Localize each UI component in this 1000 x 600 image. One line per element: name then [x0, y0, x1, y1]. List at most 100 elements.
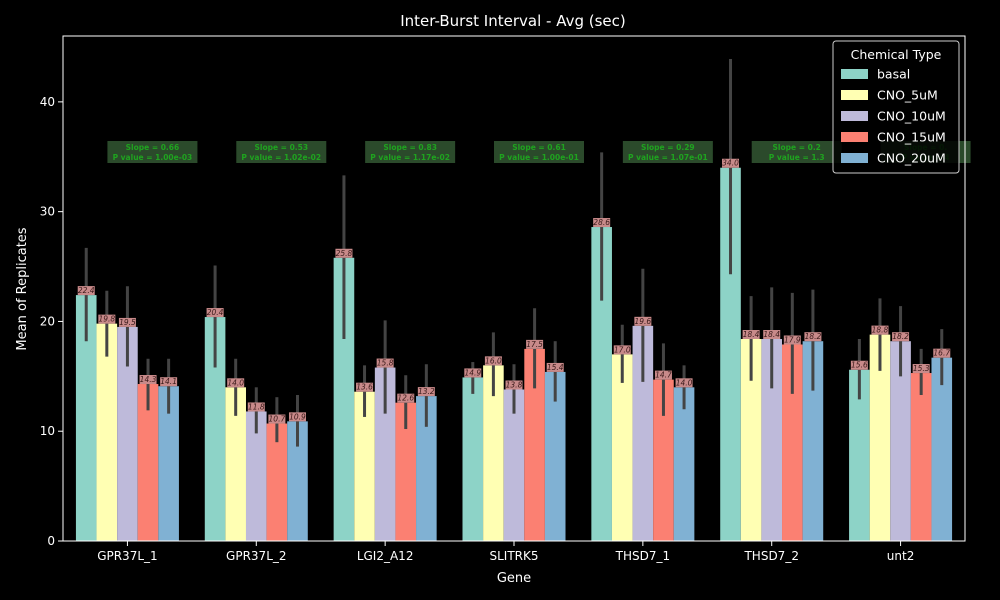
bar	[75, 295, 97, 541]
annotation-box	[236, 141, 327, 163]
value-label-background	[871, 325, 889, 335]
value-label-background	[206, 308, 224, 318]
value-label-background	[613, 345, 631, 355]
value-label-background	[335, 248, 353, 258]
legend-label: CNO_20uM	[877, 151, 946, 166]
x-axis-label: Gene	[497, 571, 531, 586]
bar	[591, 227, 612, 542]
x-tick-label: THSD7_2	[743, 549, 798, 563]
legend-swatch	[841, 69, 868, 79]
value-label: 14.0	[676, 378, 693, 387]
value-label: 18.4	[743, 330, 760, 339]
value-label-background	[742, 330, 760, 339]
value-label-background	[139, 375, 157, 385]
value-label-background	[464, 368, 482, 378]
value-label: 13.8	[506, 381, 523, 390]
annotation-pvalue: P value = 1.02e-02	[241, 153, 321, 162]
value-label: 20.4	[207, 308, 224, 317]
bar	[462, 377, 484, 541]
bar	[204, 317, 226, 541]
bar	[611, 354, 633, 541]
value-label: 18.2	[892, 332, 909, 341]
value-label: 19.5	[119, 318, 136, 327]
value-label-background	[77, 286, 95, 296]
value-label: 16.7	[933, 349, 950, 358]
legend-swatch	[841, 153, 868, 163]
plot-area: 22.4 20.4 25.8 14.9 28.6 34.0 15.6 19.8 14.0 13.6…	[40, 35, 971, 563]
value-label-background	[722, 158, 740, 168]
value-label: 10.9	[289, 412, 306, 421]
bar	[266, 423, 288, 541]
annotation-slope: Slope = 0.66	[126, 143, 180, 152]
value-label-background	[376, 358, 394, 368]
value-label-background	[160, 377, 178, 387]
annotation-slope: Slope = 0.53	[254, 143, 308, 152]
legend: Chemical Type basal CNO_5uM CNO_10uM CNO_15u…	[832, 40, 960, 174]
value-label: 25.8	[336, 249, 353, 258]
value-label-background	[546, 362, 564, 372]
annotation-box	[494, 141, 584, 163]
value-label-background	[783, 335, 801, 345]
value-label-background	[675, 378, 693, 388]
value-label-background	[356, 382, 374, 392]
value-label-background	[593, 218, 611, 228]
value-label-background	[227, 378, 245, 388]
value-label-background	[654, 370, 672, 380]
bar	[653, 379, 674, 541]
bar	[96, 323, 118, 541]
value-label-background	[118, 317, 136, 327]
bar	[931, 357, 953, 541]
value-label: 18.4	[763, 330, 780, 339]
value-label: 22.4	[78, 286, 95, 295]
value-label-background	[892, 332, 910, 342]
value-label: 34.0	[722, 159, 739, 168]
value-label: 14.1	[160, 377, 177, 386]
value-label: 18.2	[805, 332, 822, 341]
value-label-background	[526, 339, 544, 349]
legend-label: basal	[877, 67, 910, 82]
bar	[483, 365, 504, 541]
bar	[117, 326, 138, 541]
value-label: 17.9	[784, 335, 801, 344]
value-label: 14.0	[227, 378, 244, 387]
value-label: 13.6	[356, 383, 373, 392]
legend-swatch	[841, 132, 868, 142]
value-label: 13.2	[418, 387, 435, 396]
value-label-background	[912, 364, 930, 374]
bar	[910, 373, 932, 541]
value-label-background	[268, 414, 286, 424]
x-tick-label: unt2	[887, 549, 915, 563]
x-tick-label: SLITRK5	[489, 549, 538, 563]
annotation-box	[622, 141, 713, 163]
value-label: 18.8	[872, 326, 889, 335]
value-label: 28.6	[593, 218, 610, 227]
y-tick-label: 40	[40, 95, 55, 109]
bar	[524, 348, 545, 541]
annotation-pvalue: P value = 1.17e-02	[370, 153, 450, 162]
annotation-pvalue: P value = 1.00e-01	[499, 153, 579, 162]
y-tick-label: 20	[40, 314, 55, 328]
value-label: 19.8	[98, 315, 115, 324]
bar	[849, 369, 870, 541]
bar	[544, 371, 566, 541]
value-label-background	[288, 412, 306, 422]
value-label-background	[634, 316, 652, 326]
value-label-background	[247, 402, 265, 412]
value-label-background	[804, 332, 822, 342]
bar	[416, 396, 437, 541]
annotation-slope: Slope = 0.2	[773, 143, 821, 152]
x-tick-label: GPR37L_1	[97, 549, 157, 563]
y-tick-label: 10	[40, 424, 55, 438]
y-axis-label: Mean of Replicates	[15, 227, 30, 350]
value-label: 15.6	[851, 361, 868, 370]
value-label: 14.3	[140, 375, 157, 384]
bar	[374, 367, 396, 541]
bar	[333, 257, 355, 541]
value-label-background	[505, 380, 523, 390]
bar	[137, 384, 159, 541]
value-label: 10.7	[269, 415, 286, 424]
legend-swatch	[841, 111, 868, 121]
bar	[245, 411, 267, 541]
legend-title: Chemical Type	[851, 47, 942, 62]
